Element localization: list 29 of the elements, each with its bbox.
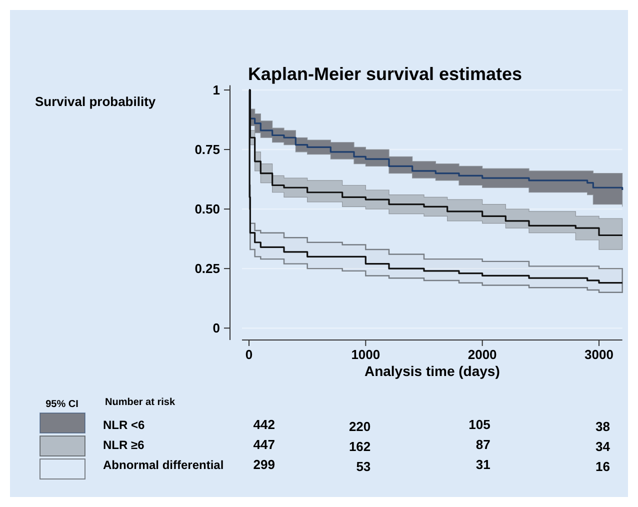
legend-title: 95% CI xyxy=(46,399,79,410)
y-tick-label: 0.50 xyxy=(194,202,220,217)
legend-label: Abnormal differential xyxy=(103,458,224,472)
text: 31 xyxy=(476,457,490,472)
y-axis-title: Survival probability xyxy=(35,94,156,109)
legend-label: NLR ≥6 xyxy=(103,438,145,452)
text: 87 xyxy=(476,437,490,452)
text: 38 xyxy=(596,419,610,434)
text: 442 xyxy=(253,417,275,432)
text: 220 xyxy=(348,419,371,434)
text: 34 xyxy=(596,439,611,454)
x-axis-title: Analysis time (days) xyxy=(364,363,500,379)
y-tick-label: 0 xyxy=(212,320,220,336)
legend-label: NLR <6 xyxy=(103,418,146,432)
x-tick-label: 0 xyxy=(245,347,253,362)
y-tick-label: 1 xyxy=(212,82,220,98)
text: 162 xyxy=(348,439,371,454)
text: 105 xyxy=(468,417,490,432)
text: 53 xyxy=(356,459,371,474)
x-tick-label: 3000 xyxy=(584,347,614,362)
text: Number at risk xyxy=(105,397,176,408)
chart-title: Kaplan-Meier survival estimates xyxy=(248,64,522,84)
y-tick-label: 0.25 xyxy=(194,261,220,276)
x-tick-label: 2000 xyxy=(468,347,497,362)
y-tick-label: 0.75 xyxy=(194,142,220,158)
text: 299 xyxy=(253,457,275,472)
text: 447 xyxy=(253,437,275,452)
text: 16 xyxy=(596,459,610,474)
x-tick-label: 1000 xyxy=(351,347,380,362)
